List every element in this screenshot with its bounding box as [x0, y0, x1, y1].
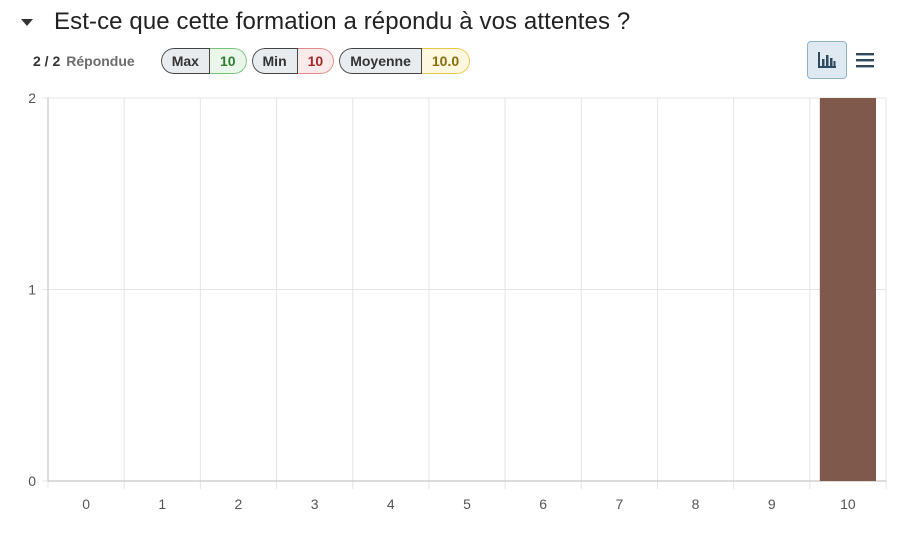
average-badge: Moyenne 10.0: [339, 48, 471, 74]
x-tick-label: 9: [768, 496, 776, 512]
graph-view-button[interactable]: [807, 41, 847, 79]
response-bar-chart: 0 1 2 0 1 2 3 4 5 6 7 8 9 10: [28, 90, 887, 512]
y-tick-label: 1: [28, 282, 36, 298]
average-value: 10.0: [421, 48, 471, 74]
min-value: 10: [297, 48, 335, 74]
x-tick-label: 5: [463, 496, 471, 512]
bar-chart-icon: [818, 52, 836, 68]
max-badge: Max 10: [160, 48, 247, 74]
table-view-button[interactable]: [847, 41, 883, 79]
x-tick-label: 3: [311, 496, 319, 512]
x-tick-label: 10: [840, 496, 856, 512]
list-icon: [856, 53, 874, 68]
y-tick-label: 0: [28, 473, 36, 489]
bar-10[interactable]: [819, 98, 876, 481]
caret-down-icon: [21, 18, 33, 26]
x-tick-label: 8: [692, 496, 700, 512]
min-label: Min: [251, 48, 298, 74]
average-label: Moyenne: [339, 48, 422, 74]
answered-count-value: 2 / 2: [33, 53, 61, 69]
view-toggles: [807, 41, 883, 79]
x-tick-label: 7: [615, 496, 623, 512]
answered-count: 2 / 2 Répondue: [33, 53, 135, 69]
min-badge: Min 10: [251, 48, 335, 74]
x-tick-label: 6: [539, 496, 547, 512]
x-tick-label: 4: [387, 496, 395, 512]
collapse-toggle[interactable]: [18, 13, 36, 31]
y-tick-label: 2: [28, 90, 36, 106]
stats-row: 2 / 2 Répondue Max 10 Min 10 Moyenne 10.…: [33, 47, 475, 75]
question-header: Est-ce que cette formation a répondu à v…: [18, 4, 630, 40]
x-tick-label: 2: [235, 496, 243, 512]
x-tick-label: 1: [158, 496, 166, 512]
answered-label: Répondue: [66, 53, 135, 69]
max-value: 10: [209, 48, 247, 74]
question-title: Est-ce que cette formation a répondu à v…: [54, 8, 631, 35]
x-tick-label: 0: [82, 496, 90, 512]
max-label: Max: [160, 48, 210, 74]
